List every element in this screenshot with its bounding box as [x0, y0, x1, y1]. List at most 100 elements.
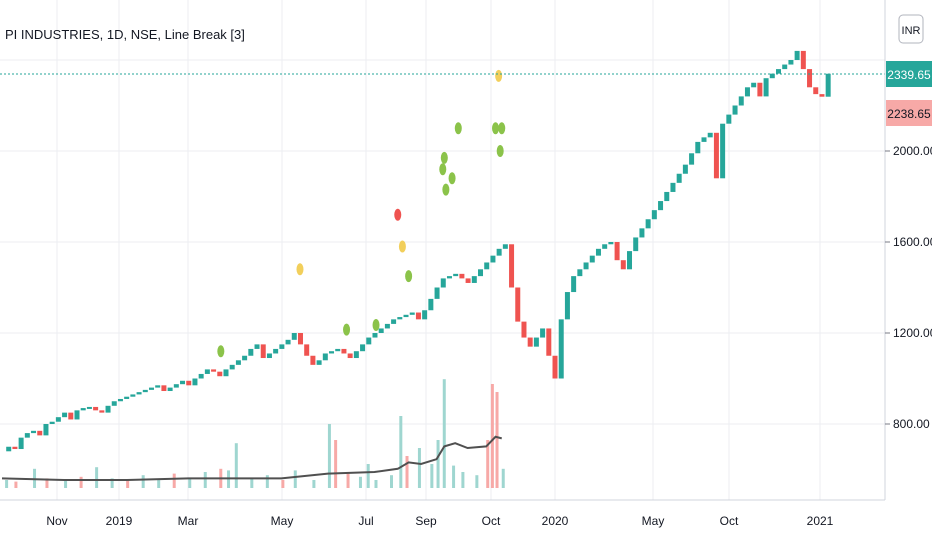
- signal-marker: [492, 122, 500, 135]
- price-brick: [540, 328, 546, 338]
- volume-bar: [366, 464, 370, 488]
- price-axis[interactable]: 2000.00 1600.00 1200.00 800.00: [884, 0, 932, 500]
- currency-button[interactable]: INR: [898, 14, 924, 44]
- price-brick: [322, 353, 328, 361]
- volume-bar: [172, 473, 176, 488]
- price-brick: [676, 173, 682, 183]
- x-tick-label: Sep: [415, 514, 437, 528]
- y-tick-label: 1200.00: [893, 326, 932, 340]
- price-brick: [18, 437, 24, 450]
- price-brick: [422, 310, 428, 320]
- price-brick: [316, 360, 322, 365]
- price-brick: [62, 412, 68, 418]
- price-brick: [136, 392, 142, 395]
- price-brick: [117, 398, 123, 402]
- volume-bar: [442, 379, 446, 488]
- price-brick: [620, 260, 626, 270]
- price-brick: [378, 328, 384, 333]
- price-brick: [353, 351, 359, 359]
- price-brick: [285, 339, 291, 345]
- price-brick: [43, 424, 49, 436]
- volume-bar: [110, 478, 114, 488]
- volume-bar: [79, 476, 83, 488]
- price-brick: [496, 248, 502, 256]
- signal-marker: [442, 183, 450, 196]
- price-brick: [453, 273, 459, 277]
- volume-ma-line: [1, 435, 502, 481]
- volume-bar: [327, 424, 331, 488]
- price-brick: [689, 153, 695, 165]
- volume-bar: [14, 481, 18, 488]
- price-brick: [297, 333, 303, 345]
- price-brick: [515, 287, 521, 322]
- signal-marker: [394, 208, 402, 221]
- time-axis[interactable]: Nov 2019 Mar May Jul Sep Oct 2020 May Oct 2021: [0, 499, 885, 528]
- price-brick: [148, 387, 154, 390]
- price-brick: [167, 387, 173, 392]
- price-brick: [211, 369, 217, 372]
- price-brick: [68, 412, 74, 420]
- price-brick: [602, 244, 608, 249]
- volume-bar: [405, 456, 409, 488]
- price-brick: [459, 273, 465, 279]
- price-brick: [105, 405, 111, 413]
- price-brick: [651, 210, 657, 220]
- price-brick: [12, 446, 18, 450]
- price-brick: [428, 298, 434, 311]
- price-brick: [552, 355, 558, 379]
- price-brick: [124, 396, 130, 399]
- price-brick: [111, 401, 117, 406]
- volume-bar: [312, 480, 316, 488]
- price-brick: [80, 408, 86, 411]
- signal-marker: [448, 172, 456, 185]
- chart-title: PI INDUSTRIES, 1D, NSE, Line Break [3]: [5, 27, 245, 42]
- price-brick: [260, 344, 266, 359]
- volume-bar: [436, 440, 440, 488]
- price-brick: [223, 369, 229, 377]
- volume-bar: [265, 475, 269, 488]
- x-tick-label: 2021: [807, 514, 834, 528]
- price-brick: [645, 219, 651, 229]
- price-brick: [93, 406, 99, 411]
- price-brick: [807, 69, 813, 88]
- price-brick: [769, 73, 775, 79]
- volume-bar: [334, 440, 338, 488]
- price-brick: [509, 244, 515, 288]
- volume-bar: [141, 475, 145, 488]
- price-brick: [583, 262, 589, 270]
- price-brick: [695, 141, 701, 154]
- price-brick: [658, 201, 664, 211]
- price-brick: [279, 344, 285, 349]
- price-brick: [757, 82, 763, 97]
- volume-bar: [501, 468, 505, 488]
- price-brick: [130, 394, 136, 397]
- price-brick: [546, 328, 552, 356]
- x-tick-label: 2020: [542, 514, 569, 528]
- price-brick: [173, 384, 179, 388]
- volume-bar: [358, 476, 362, 488]
- price-brick: [701, 137, 707, 142]
- price-brick: [99, 410, 105, 413]
- y-tick-label: 2000.00: [893, 144, 932, 158]
- x-tick-label: Oct: [482, 514, 501, 528]
- signal-marker: [372, 319, 380, 332]
- price-brick: [440, 278, 446, 288]
- volume-bar: [417, 448, 421, 488]
- price-brick: [484, 262, 490, 270]
- price-brick: [558, 319, 564, 379]
- price-brick: [198, 373, 204, 379]
- price-brick: [347, 353, 353, 359]
- price-brick: [229, 364, 235, 370]
- volume-bars: [5, 379, 505, 488]
- price-brick: [55, 417, 61, 422]
- volume-bar: [490, 384, 494, 488]
- price-brick: [192, 378, 198, 386]
- price-brick: [639, 228, 645, 238]
- volume-bar: [293, 470, 297, 488]
- y-tick-label: 1600.00: [893, 235, 932, 249]
- price-brick: [235, 360, 241, 365]
- x-tick-label: 2019: [106, 514, 133, 528]
- signal-marker: [454, 122, 462, 135]
- last-price-value: 2339.65: [887, 68, 931, 82]
- ma-line: [1, 435, 502, 481]
